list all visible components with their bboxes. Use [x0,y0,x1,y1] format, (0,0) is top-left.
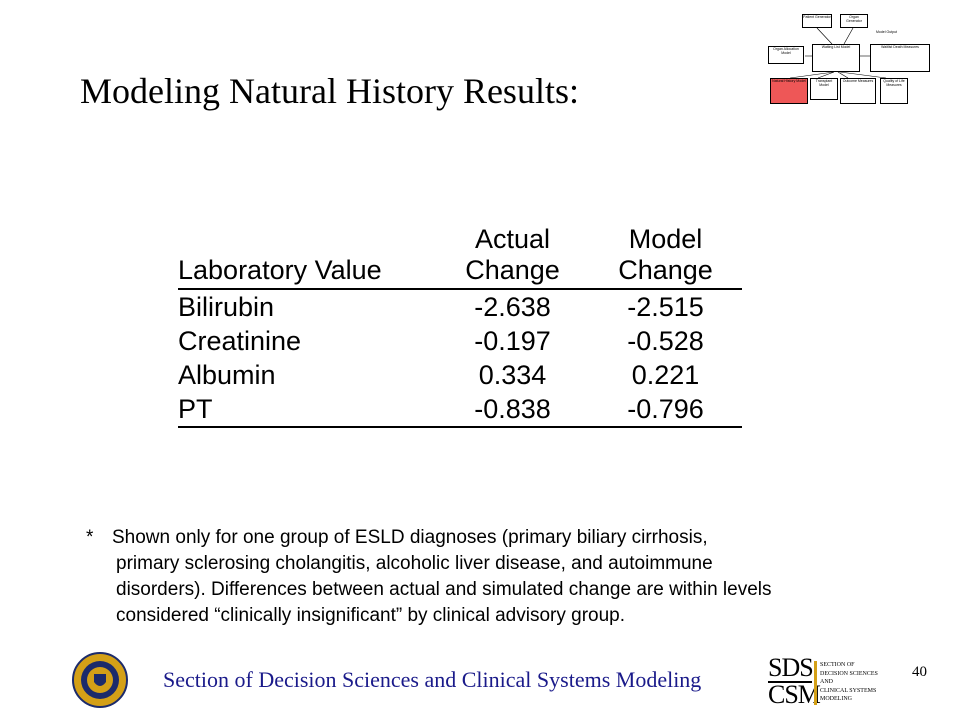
table-row: Bilirubin -2.638 -2.515 [178,289,742,324]
footnote: * Shown only for one group of ESLD diagno… [86,525,946,629]
diagram-box-organ: Organ Generator [840,14,868,28]
row-model: -0.796 [627,394,704,424]
logo-bar [814,661,817,705]
footnote-line-2: primary sclerosing cholangitis, alcoholi… [116,553,713,574]
diagram-box-waitlist: Waiting List Model [812,44,860,72]
header-model-line2: Change [618,255,713,285]
footer-section-name: Section of Decision Sciences and Clinica… [163,667,702,692]
logo-divider [768,681,812,683]
footnote-line-3: disorders). Differences between actual a… [116,579,772,600]
row-model: -2.515 [627,292,704,322]
row-actual: 0.334 [478,360,547,390]
row-name: PT [178,394,213,424]
row-model: -0.528 [627,326,704,356]
header-actual-line2: Change [465,255,560,285]
logo-words: SECTION OF DECISION SCIENCES AND CLINICA… [820,661,878,704]
diagram-box-allocation: Organ Allocation Model [768,46,804,64]
diagram-box-transplant: Transplant Model [810,78,838,100]
diagram-connectors [789,27,887,79]
row-name: Bilirubin [178,292,275,322]
row-name: Creatinine [178,326,302,356]
university-seal-logo [72,652,128,708]
logo-word: SECTION OF [820,662,855,668]
diagram-box-qol: Quality of Life Measures [880,78,908,104]
table-row: Albumin 0.334 0.221 [178,358,742,392]
header-lab-value: Laboratory Value [178,255,382,285]
footnote-line-1: Shown only for one group of ESLD diagnos… [112,527,708,548]
logo-word: DECISION SCIENCES [820,670,878,677]
logo-word: AND [820,679,833,685]
table-header-row: Laboratory Value Actual Change Model Cha… [178,224,742,289]
diagram-box-waitlist-death: Waitlist Death Measures [870,44,930,72]
row-actual: -0.197 [474,326,551,356]
logo-csm: CSM [768,680,821,709]
header-actual-change: Actual Change [436,224,589,289]
sdscsm-logo: SDS CSM SECTION OF DECISION SCIENCES AND… [768,655,898,710]
flow-diagram-thumbnail: Patient Generator Organ Generator Organ … [760,8,950,130]
footnote-line-4: considered “clinically insignificant” by… [116,605,626,626]
row-name: Albumin [178,360,276,390]
logo-word: CLINICAL SYSTEMS [820,687,877,694]
diagram-label-output: Model Output [876,30,898,34]
header-actual-line1: Actual [474,224,551,254]
header-model-line1: Model [628,224,703,254]
logo-sds: SDS [768,653,814,682]
slide-title: Modeling Natural History Results: [80,71,579,111]
table-row: Creatinine -0.197 -0.528 [178,324,742,358]
row-model: 0.221 [631,360,700,390]
diagram-box-outcome: Outcome Measures [840,78,876,104]
footnote-star: * [86,527,94,548]
logo-word: MODELING [820,696,852,702]
diagram-box-natural-history: Natural History Model [770,78,808,104]
header-model-change: Model Change [589,224,742,289]
table-row: PT -0.838 -0.796 [178,392,742,427]
row-actual: -2.638 [474,292,551,322]
page-number: 40 [912,664,927,680]
diagram-box-patient: Patient Generator [802,14,832,28]
row-actual: -0.838 [474,394,551,424]
lab-values-table: Laboratory Value Actual Change Model Cha… [178,224,742,428]
